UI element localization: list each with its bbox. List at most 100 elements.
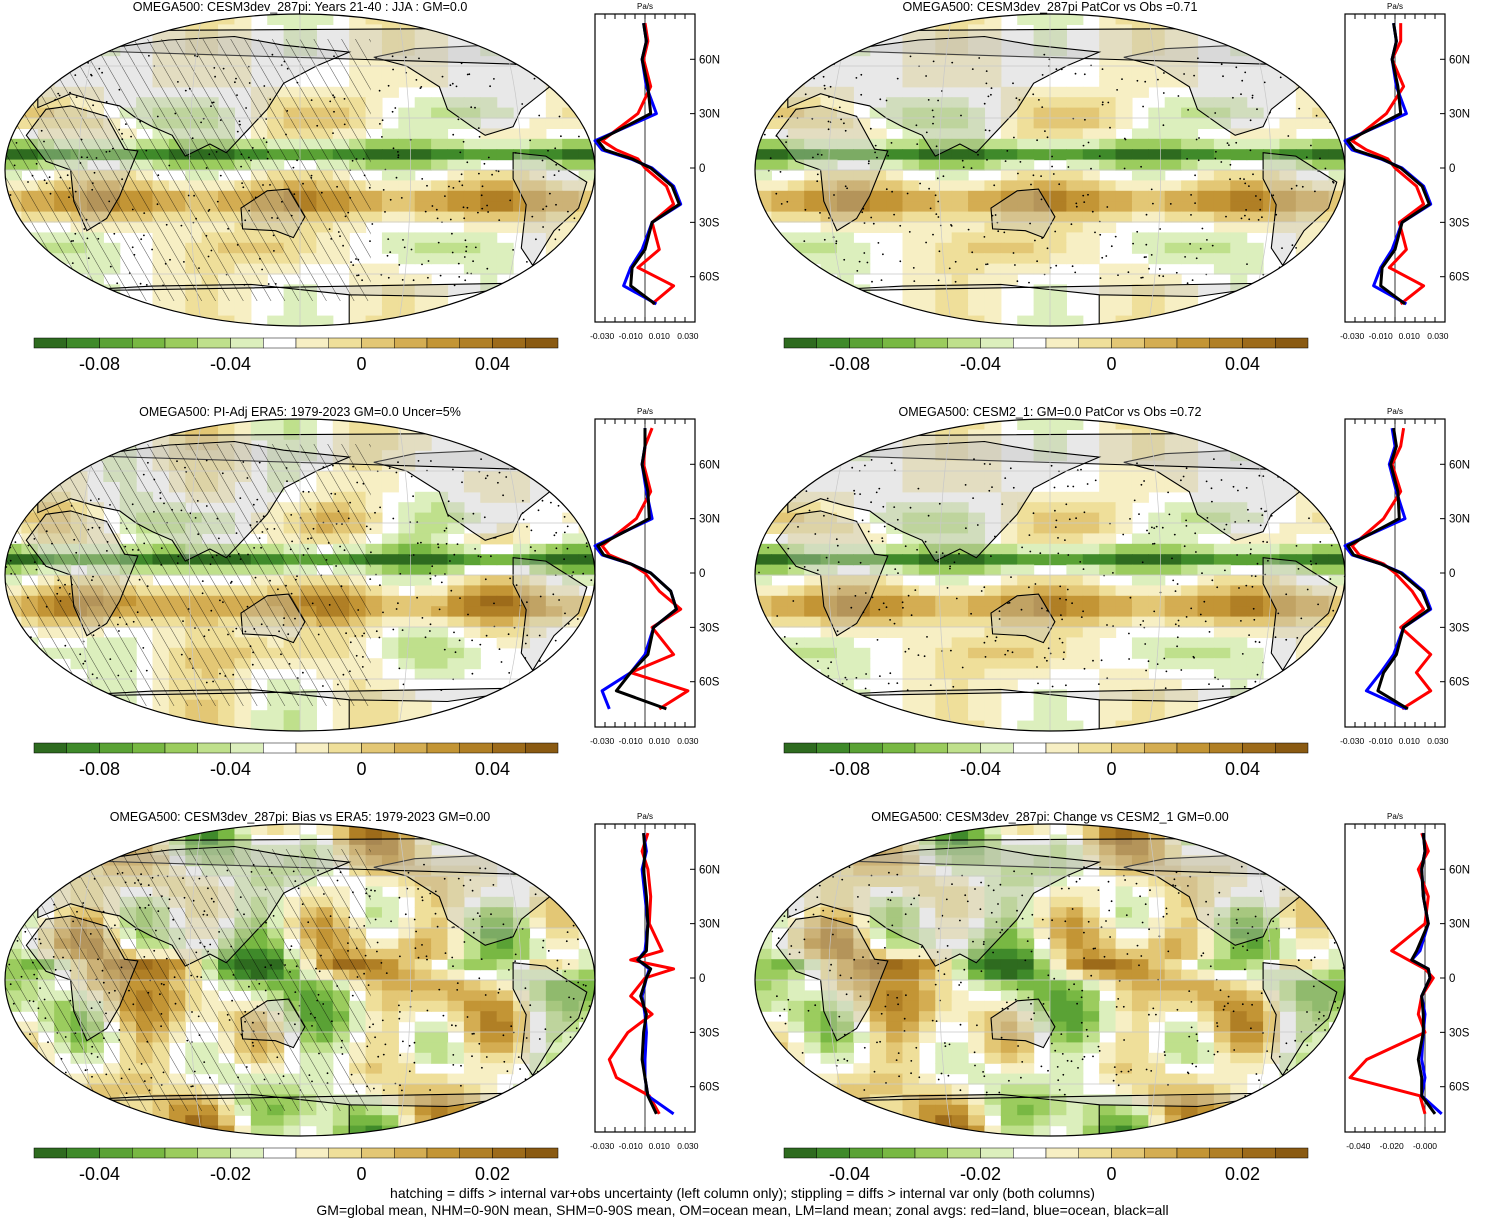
colorbar-box (850, 743, 883, 753)
zonal-lat-label: 60N (1449, 864, 1470, 876)
zonal-lat-label: 0 (699, 568, 705, 580)
zonal-x-tick-label: -0.010 (619, 736, 643, 746)
map-panel-2 (750, 0, 1350, 340)
colorbar-box (525, 1148, 558, 1158)
colorbar-box (817, 338, 850, 348)
footer-line-1: hatching = diffs > internal var+obs unce… (0, 1185, 1485, 1202)
zonal-lat-label: 60N (1449, 459, 1470, 471)
zonal-x-tick-label: -0.010 (1369, 736, 1393, 746)
map-panel-1 (0, 0, 600, 340)
colorbar-tick-label: 0 (1106, 354, 1116, 374)
colorbar-box (165, 743, 198, 753)
colorbar-box (915, 338, 948, 348)
colorbar-box (329, 1148, 362, 1158)
colorbar-box (1013, 338, 1046, 348)
colorbar-box (198, 743, 231, 753)
colorbar-box (1177, 1148, 1210, 1158)
colorbar-box (1013, 743, 1046, 753)
colorbar-box (1210, 1148, 1243, 1158)
colorbar-tick-label: -0.02 (210, 1164, 251, 1184)
zonal-x-tick-label: 0.030 (677, 331, 699, 341)
colorbar-box (427, 743, 460, 753)
colorbar-box (67, 1148, 100, 1158)
colorbar-box (915, 1148, 948, 1158)
colorbar-tick-label: -0.08 (829, 354, 870, 374)
footer-line-2: GM=global mean, NHM=0-90N mean, SHM=0-90… (0, 1202, 1485, 1219)
colorbar-box (948, 743, 981, 753)
zonal-lat-label: 0 (1449, 568, 1455, 580)
colorbar-box (263, 1148, 296, 1158)
colorbar-box (525, 743, 558, 753)
zonal-x-tick-label: 0.030 (677, 736, 699, 746)
colorbar-box (493, 743, 526, 753)
colorbar-box (784, 1148, 817, 1158)
colorbar-tick-label: 0 (1106, 1164, 1116, 1184)
zonal-lat-label: 60S (1449, 1082, 1470, 1094)
zonal-lat-label: 60N (699, 54, 720, 66)
zonal-x-tick-label: -0.030 (1340, 736, 1364, 746)
zonal-x-tick-label: 0.030 (677, 1141, 699, 1151)
zonal-lat-label: 30N (699, 109, 720, 121)
colorbar-box (296, 1148, 329, 1158)
zonal-lat-label: 30N (1449, 109, 1470, 121)
zonal-x-tick-label: 0.010 (649, 1141, 671, 1151)
colorbar-box (1046, 1148, 1079, 1158)
colorbar-box (525, 338, 558, 348)
colorbar-box (882, 338, 915, 348)
zonal-x-tick-label: 0.030 (1427, 331, 1449, 341)
colorbar-box (362, 1148, 395, 1158)
zonal-unit-label: Pa/s (1387, 812, 1403, 821)
colorbar-tick-label: -0.04 (79, 1164, 120, 1184)
colorbar-box (1210, 743, 1243, 753)
colorbar-box (231, 743, 264, 753)
colorbar-box (1112, 743, 1145, 753)
colorbar-box (1243, 743, 1276, 753)
zonal-lat-label: 0 (1449, 973, 1455, 985)
zonal-x-tick-label: -0.020 (1380, 1141, 1404, 1151)
zonal-lat-label: 0 (699, 973, 705, 985)
colorbar-box (493, 1148, 526, 1158)
zonal-x-tick-label: 0.010 (1399, 736, 1421, 746)
colorbar-tick-label: 0 (356, 354, 366, 374)
zonal-lat-label: 60S (699, 1082, 720, 1094)
colorbar-box (362, 743, 395, 753)
colorbar-box (198, 338, 231, 348)
colorbar-box (198, 1148, 231, 1158)
zonal-lat-label: 30S (1449, 217, 1470, 229)
zonal-lat-label: 30N (1449, 919, 1470, 931)
colorbar-box (1177, 338, 1210, 348)
colorbar-box (1046, 743, 1079, 753)
colorbar-box (165, 1148, 198, 1158)
zonal-lat-label: 0 (699, 163, 705, 175)
colorbar-box (1275, 743, 1308, 753)
colorbar-box (1079, 338, 1112, 348)
colorbar-box (493, 338, 526, 348)
colorbar-box (263, 338, 296, 348)
colorbar-box (132, 338, 165, 348)
colorbar-tick-label: -0.08 (829, 759, 870, 779)
colorbar-box (817, 743, 850, 753)
colorbar-tick-label: 0 (356, 759, 366, 779)
colorbar-box (882, 743, 915, 753)
colorbar-box (34, 338, 67, 348)
colorbar-box (1243, 338, 1276, 348)
zonal-lat-label: 30S (1449, 1027, 1470, 1039)
colorbar-box (784, 743, 817, 753)
zonal-x-tick-label: -0.010 (619, 331, 643, 341)
colorbar-tick-label: -0.04 (960, 759, 1001, 779)
zonal-x-tick-label: -0.010 (619, 1141, 643, 1151)
colorbar-tick-label: -0.04 (829, 1164, 870, 1184)
zonal-lat-label: 30N (699, 919, 720, 931)
colorbar-tick-label: 0.04 (1225, 354, 1260, 374)
zonal-lat-label: 60S (1449, 272, 1470, 284)
colorbar-tick-label: -0.08 (79, 759, 120, 779)
zonal-x-tick-label: 0.010 (649, 736, 671, 746)
colorbar-box (67, 338, 100, 348)
colorbar-box (263, 743, 296, 753)
